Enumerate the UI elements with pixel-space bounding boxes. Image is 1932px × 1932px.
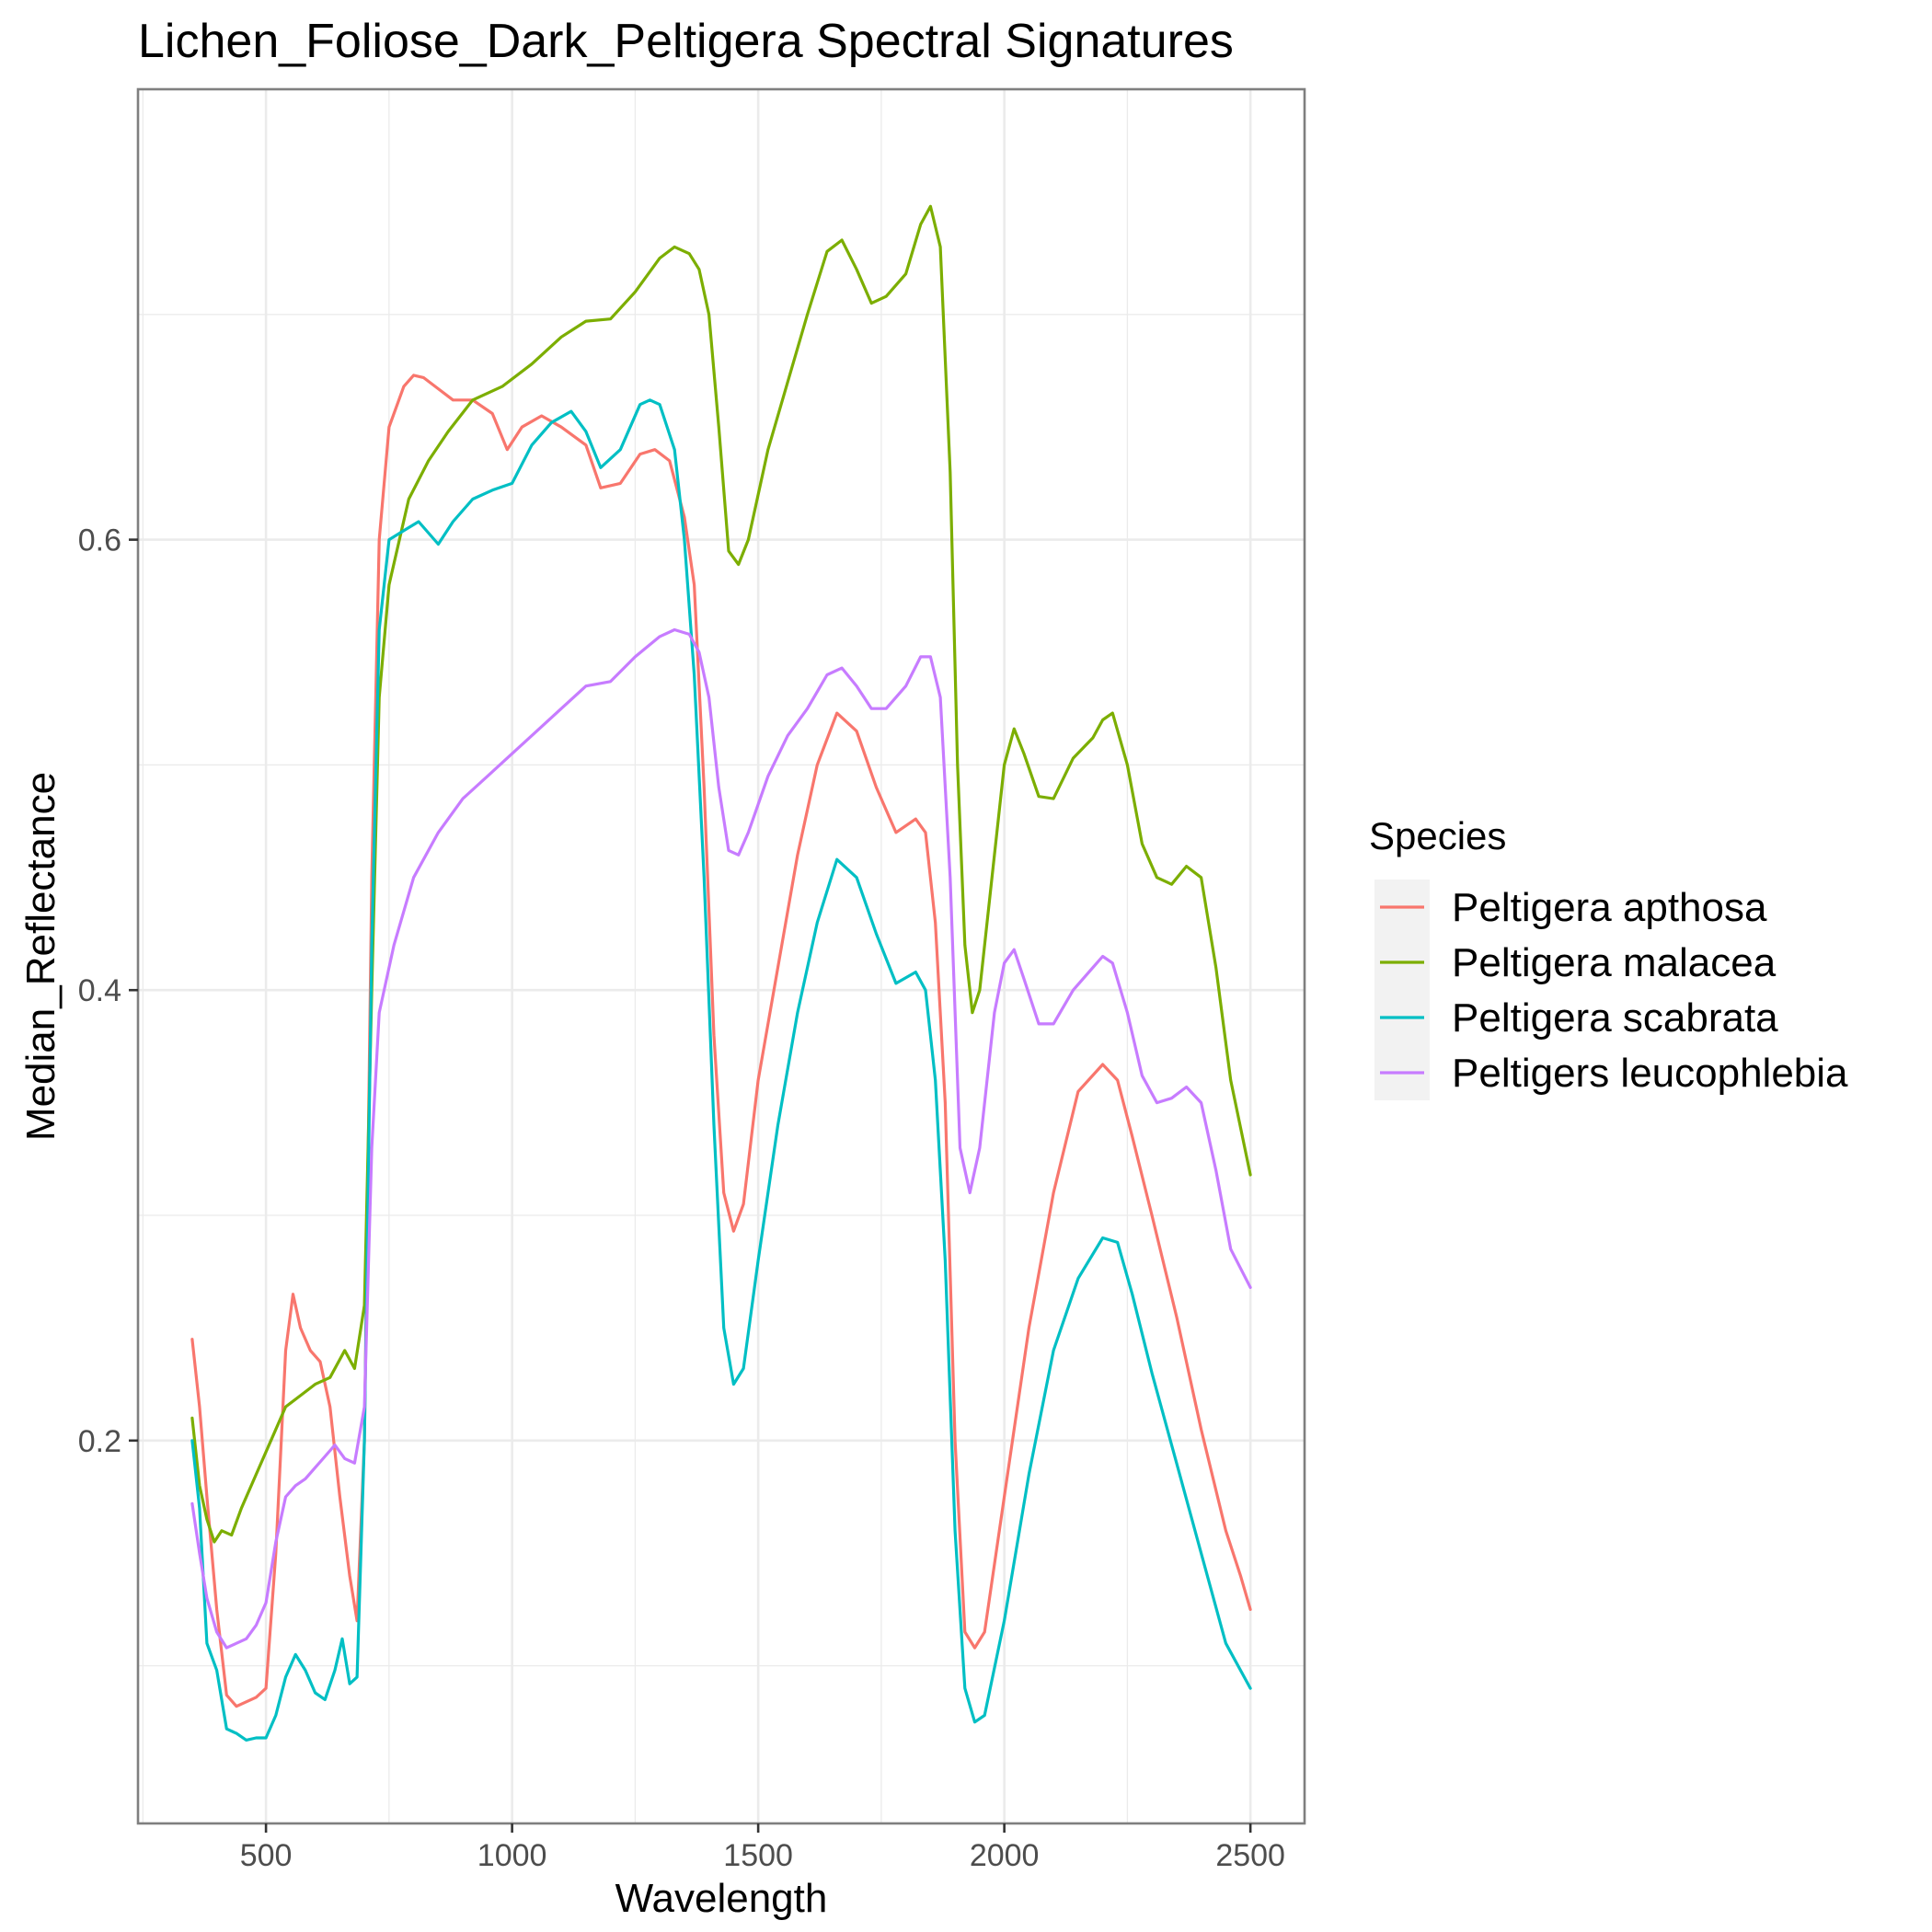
x-tick-label: 500 (240, 1838, 293, 1873)
grid-lines (138, 89, 1305, 1823)
x-tick-label: 2500 (1215, 1838, 1285, 1873)
series-line-4 (190, 627, 1252, 1650)
legend: Species Peltigera apthosa Peltigera malac… (1369, 814, 1848, 1100)
x-tick-label: 1500 (723, 1838, 793, 1873)
legend-label: Peltigers leucophlebia (1452, 1051, 1848, 1096)
series-lines (190, 204, 1252, 1742)
y-tick-label: 0.4 (78, 973, 121, 1008)
y-axis-title: Median_Reflectance (18, 772, 63, 1141)
legend-title: Species (1369, 814, 1506, 857)
legend-items: Peltigera apthosa Peltigera malacea Peltig… (1374, 880, 1848, 1100)
x-tick-label: 1000 (477, 1838, 547, 1873)
series-line-1 (190, 374, 1252, 1708)
panel-border (136, 87, 1306, 1825)
legend-label: Peltigera apthosa (1452, 885, 1767, 930)
series-line-2 (190, 204, 1252, 1544)
y-tick-label: 0.2 (78, 1424, 121, 1459)
x-tick-label: 2000 (970, 1838, 1040, 1873)
plot-panel (138, 89, 1305, 1823)
legend-label: Peltigera malacea (1452, 940, 1777, 985)
axis-ticks: 500 1000 1500 2000 2500 0.2 0.4 0.6 (78, 523, 1285, 1873)
chart-title: Lichen_Foliose_Dark_Peltigera Spectral S… (138, 15, 1234, 68)
x-axis-title: Wavelength (615, 1876, 828, 1921)
y-tick-label: 0.6 (78, 523, 121, 558)
legend-label: Peltigera scabrata (1452, 995, 1778, 1041)
series-line-3 (190, 398, 1252, 1742)
